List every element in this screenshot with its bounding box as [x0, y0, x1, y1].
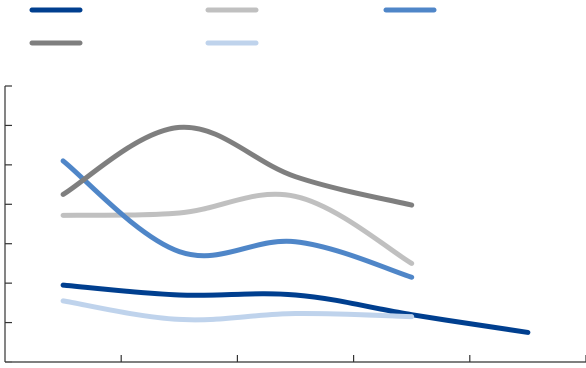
series-line-2	[60, 191, 415, 266]
series-line-5	[60, 298, 415, 323]
series-line-1	[60, 282, 531, 335]
series-line-3	[60, 158, 415, 280]
axes	[4, 85, 586, 363]
series-line-4	[60, 124, 415, 208]
x-ticks	[120, 355, 586, 362]
y-ticks	[5, 85, 12, 363]
series-lines	[60, 124, 531, 335]
legend	[29, 7, 437, 46]
